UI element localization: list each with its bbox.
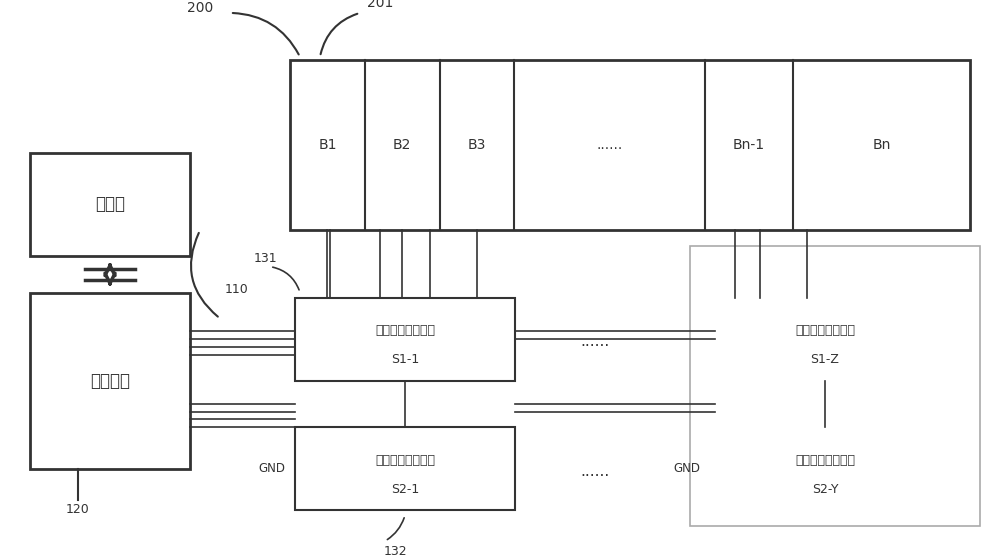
Text: B3: B3: [468, 138, 486, 152]
FancyBboxPatch shape: [715, 427, 935, 510]
FancyBboxPatch shape: [690, 246, 980, 525]
Text: Bn-1: Bn-1: [733, 138, 765, 152]
Text: S1-1: S1-1: [391, 353, 419, 367]
Text: 201: 201: [367, 0, 393, 9]
Text: 131: 131: [253, 252, 277, 265]
Text: ......: ......: [596, 138, 623, 152]
Text: 110: 110: [225, 284, 249, 296]
Text: B1: B1: [318, 138, 337, 152]
Text: ......: ......: [580, 463, 610, 478]
FancyBboxPatch shape: [295, 297, 515, 380]
Text: 第一多路模拟开关: 第一多路模拟开关: [375, 324, 435, 338]
Text: 第二多路模拟开关: 第二多路模拟开关: [795, 454, 855, 467]
FancyBboxPatch shape: [295, 427, 515, 510]
Text: 第一多路模拟开关: 第一多路模拟开关: [795, 324, 855, 338]
Text: S2-1: S2-1: [391, 483, 419, 496]
Text: 120: 120: [66, 504, 90, 516]
Text: 上位机: 上位机: [95, 196, 125, 213]
Text: GND: GND: [258, 462, 285, 475]
FancyBboxPatch shape: [715, 297, 935, 380]
Text: 132: 132: [383, 545, 407, 557]
FancyBboxPatch shape: [290, 60, 970, 231]
Text: 微控制器: 微控制器: [90, 372, 130, 389]
FancyBboxPatch shape: [30, 153, 190, 256]
Text: S2-Y: S2-Y: [812, 483, 838, 496]
Text: GND: GND: [673, 462, 700, 475]
FancyBboxPatch shape: [30, 292, 190, 468]
Text: 200: 200: [187, 1, 213, 14]
Text: S1-Z: S1-Z: [811, 353, 839, 367]
Text: ......: ......: [580, 334, 610, 349]
Text: Bn: Bn: [872, 138, 891, 152]
Text: B2: B2: [393, 138, 411, 152]
Text: 第二多路模拟开关: 第二多路模拟开关: [375, 454, 435, 467]
